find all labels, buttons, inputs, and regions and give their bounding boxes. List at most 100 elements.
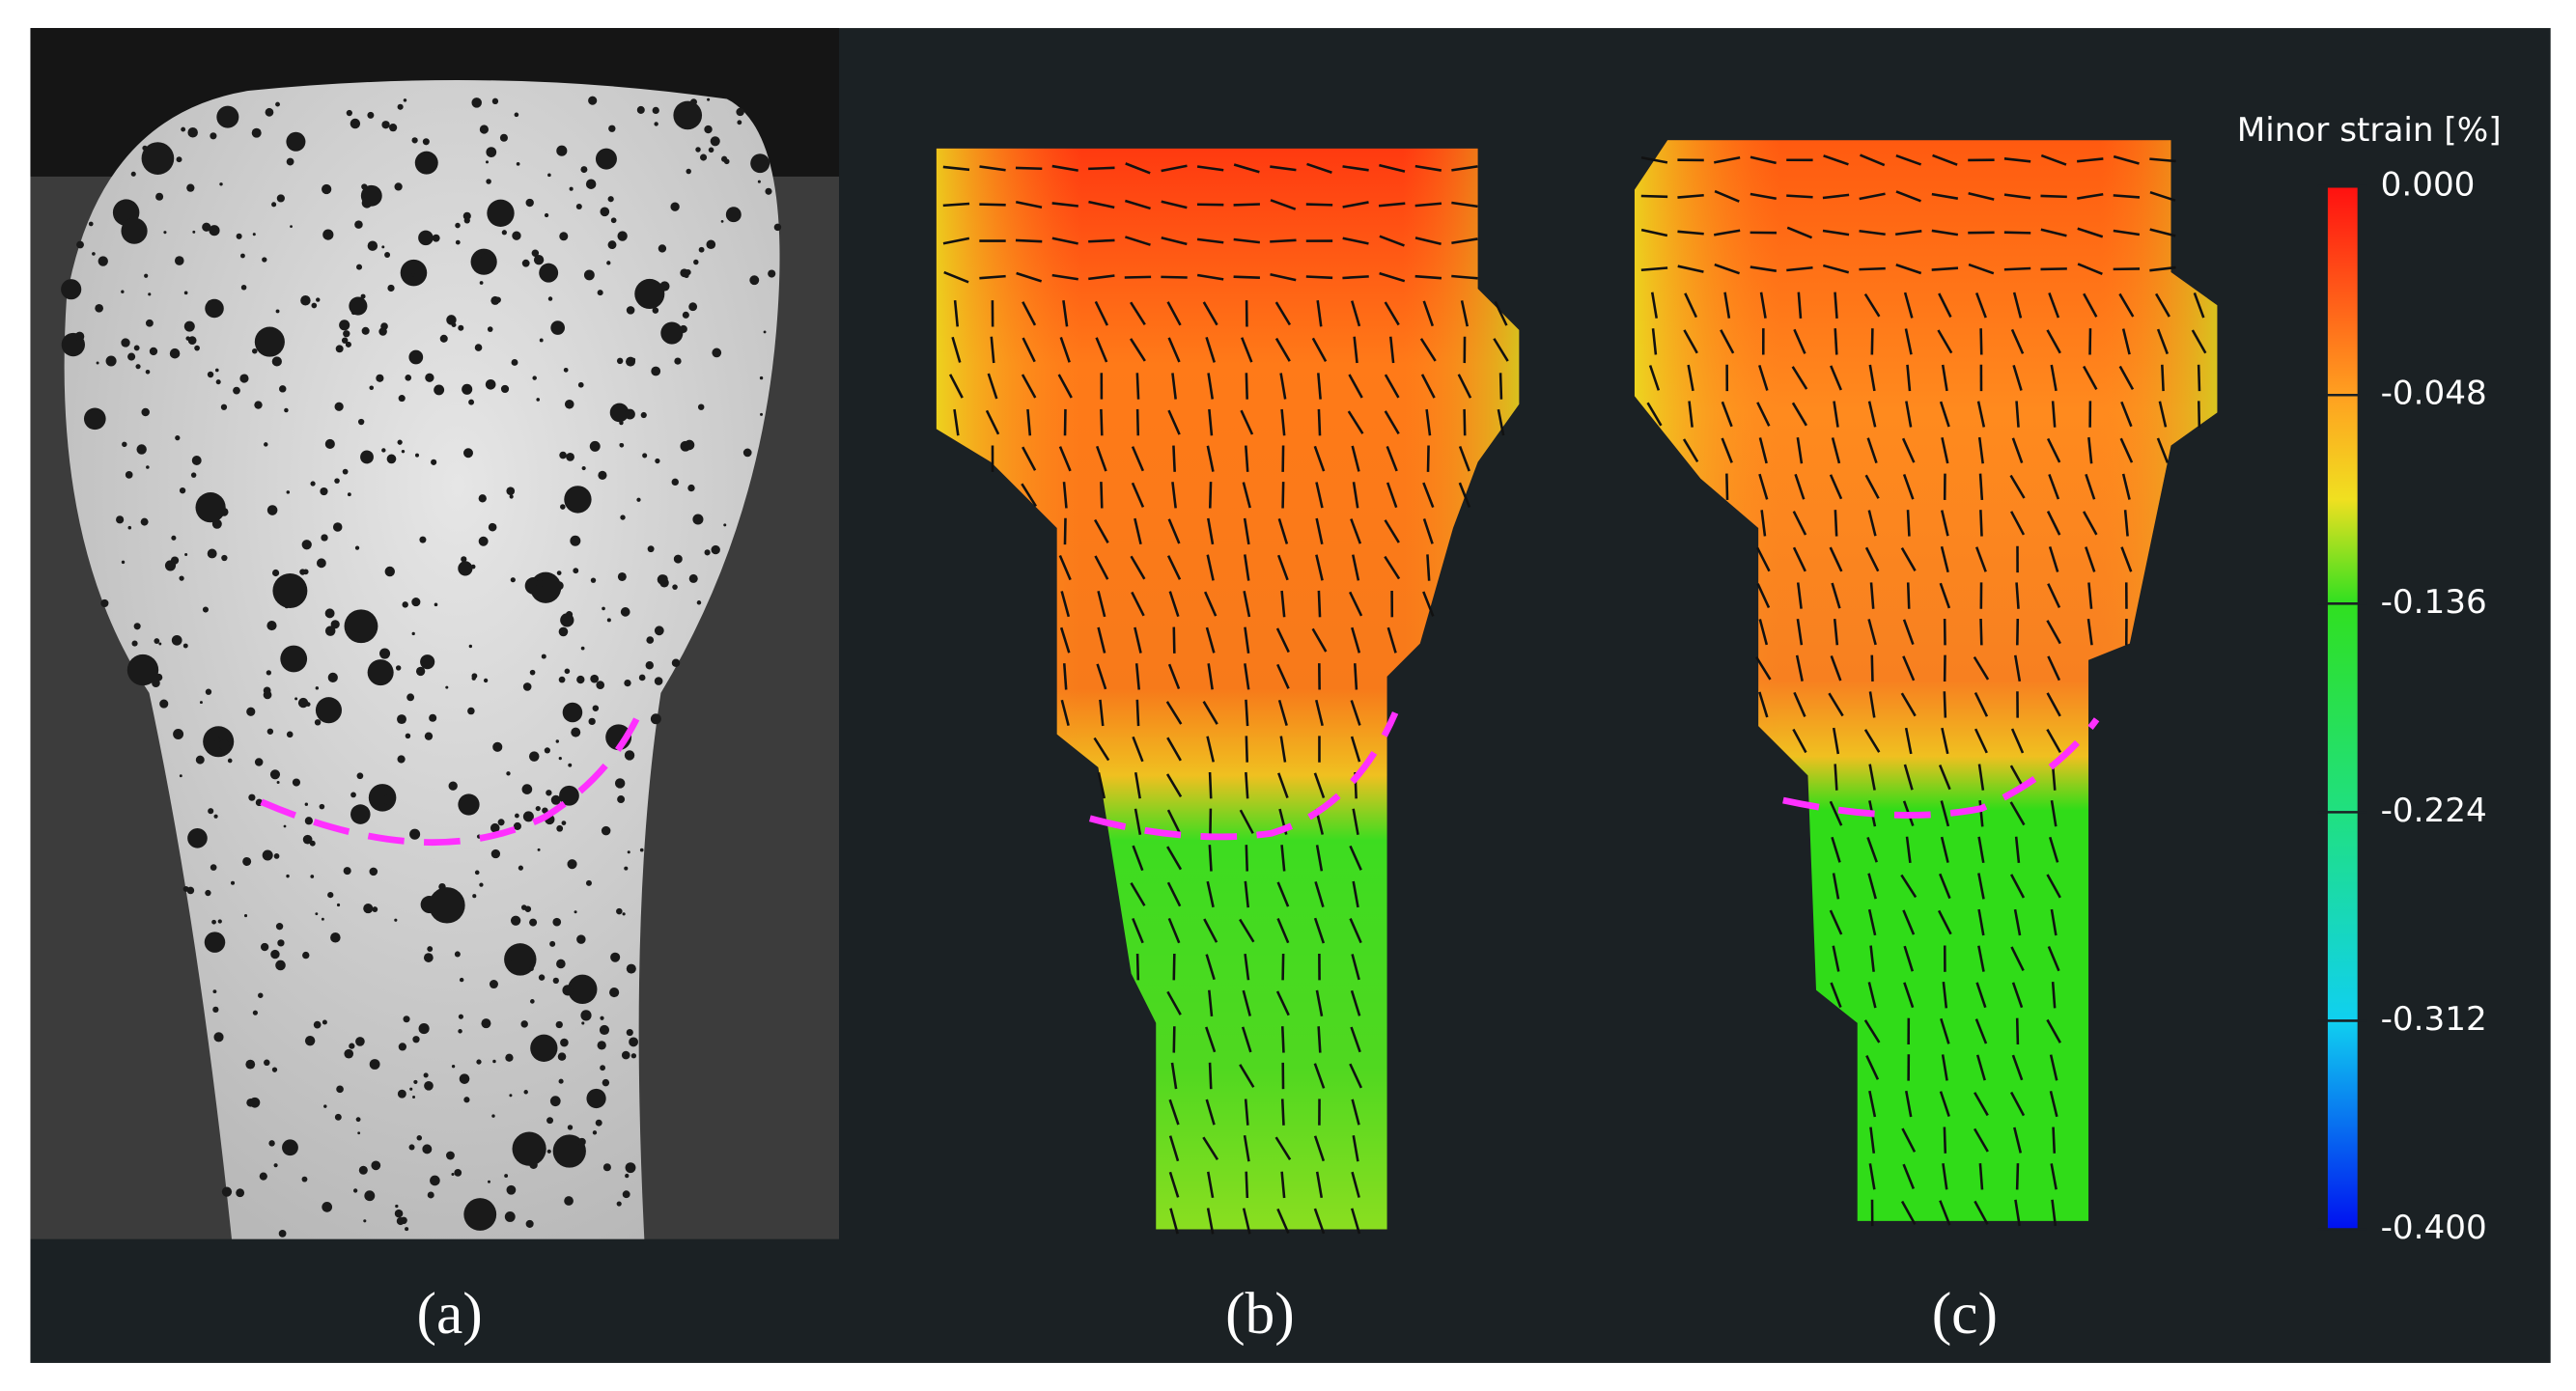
- speckle: [246, 707, 256, 716]
- speckle: [765, 187, 772, 195]
- speckle: [212, 1006, 219, 1013]
- strain-glyph: [2193, 292, 2205, 319]
- strain-glyph: [1786, 265, 1813, 272]
- strain-glyph: [2113, 194, 2141, 199]
- strain-glyph: [2118, 365, 2135, 391]
- speckle: [350, 118, 361, 129]
- strain-glyph: [1905, 836, 1912, 864]
- strain-glyph: [1350, 989, 1361, 1016]
- speckle: [294, 697, 298, 701]
- speckle: [105, 355, 117, 367]
- speckle: [704, 549, 711, 556]
- strain-glyph: [2040, 267, 2067, 271]
- speckle: [92, 252, 96, 256]
- speckle: [403, 1015, 410, 1023]
- speckle: [768, 269, 776, 278]
- speckle: [532, 376, 537, 380]
- strain-glyph: [2051, 1199, 2058, 1227]
- strain-glyph: [951, 336, 962, 363]
- speckle: [313, 1020, 322, 1029]
- strain-glyph: [2046, 874, 2061, 899]
- strain-glyph: [1791, 366, 1808, 390]
- strain-glyph: [2013, 1127, 2023, 1154]
- strain-glyph: [1242, 989, 1251, 1016]
- speckle: [533, 255, 545, 265]
- speckle: [616, 907, 623, 915]
- speckle: [394, 1209, 404, 1218]
- strain-glyph: [1942, 982, 1948, 1009]
- speckle: [271, 569, 280, 577]
- speckle: [552, 917, 562, 927]
- strain-glyph: [1350, 1026, 1361, 1053]
- speckle: [419, 536, 427, 543]
- speckle: [479, 125, 490, 134]
- strain-glyph: [1242, 482, 1251, 509]
- strain-glyph: [1903, 764, 1914, 791]
- speckle: [330, 620, 340, 629]
- speckle: [481, 1018, 491, 1029]
- strain-glyph: [2013, 908, 2022, 936]
- speckle: [558, 756, 562, 761]
- strain-glyph: [1280, 1099, 1285, 1126]
- speckle: [352, 1188, 358, 1193]
- strain-glyph: [1349, 918, 1362, 944]
- speckle: [186, 183, 195, 192]
- strain-glyph: [1130, 555, 1146, 580]
- speckle: [122, 441, 127, 448]
- strain-glyph: [1894, 230, 1922, 236]
- speckle: [271, 1067, 278, 1072]
- speckle: [149, 347, 158, 356]
- strain-glyph: [1060, 699, 1070, 727]
- strain-glyph: [1755, 655, 1772, 681]
- speckle: [590, 674, 600, 683]
- strain-glyph: [1451, 274, 1478, 280]
- strain-glyph: [1860, 153, 1886, 167]
- speckle: [568, 974, 598, 1005]
- speckle: [619, 420, 624, 426]
- speckle: [654, 677, 663, 685]
- speckle: [309, 840, 316, 847]
- strain-glyph: [1723, 292, 1731, 319]
- speckle: [625, 1173, 630, 1179]
- speckle: [549, 1096, 561, 1107]
- strain-glyph: [2046, 329, 2061, 354]
- speckle: [654, 626, 664, 636]
- strain-glyph: [1895, 190, 1921, 203]
- strain-glyph: [1166, 555, 1182, 580]
- strain-glyph: [1342, 201, 1369, 209]
- strain-glyph: [1206, 880, 1215, 908]
- strain-glyph: [1931, 229, 1959, 236]
- strain-glyph: [2010, 728, 2025, 754]
- speckle: [252, 233, 256, 236]
- speckle: [369, 385, 375, 391]
- speckle: [463, 1097, 470, 1103]
- speckle: [462, 383, 473, 395]
- strain-glyph: [1166, 737, 1182, 762]
- speckle: [397, 755, 406, 764]
- strain-glyph: [2086, 618, 2093, 646]
- strain-glyph: [2009, 511, 2026, 536]
- speckle: [245, 1059, 256, 1070]
- strain-glyph: [1097, 591, 1106, 618]
- strain-glyph: [1830, 655, 1842, 682]
- speckle: [698, 246, 705, 253]
- strain-glyph: [1062, 482, 1068, 509]
- speckle: [125, 471, 133, 479]
- strain-glyph: [2121, 328, 2131, 355]
- strain-glyph: [1208, 408, 1214, 436]
- speckle: [552, 1134, 586, 1168]
- speckle: [141, 142, 175, 175]
- strain-glyph: [1859, 266, 1886, 271]
- speckle: [474, 344, 483, 351]
- speckle: [671, 658, 681, 668]
- strain-glyph: [1756, 583, 1771, 609]
- speckle: [127, 352, 136, 361]
- strain-glyph: [1015, 200, 1043, 209]
- strain-glyph: [1869, 1127, 1876, 1154]
- speckle: [280, 645, 308, 673]
- speckle: [220, 403, 228, 410]
- speckle: [616, 1201, 622, 1207]
- speckle: [589, 440, 601, 452]
- speckle: [562, 985, 574, 996]
- speckle: [116, 515, 125, 524]
